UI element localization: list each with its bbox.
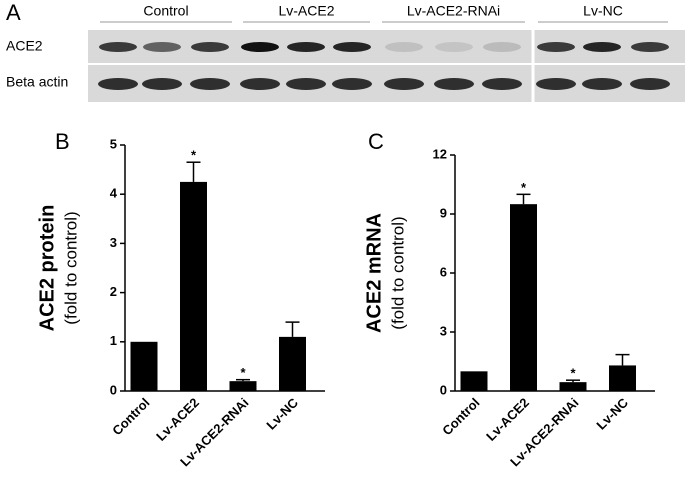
row-label: Beta actin — [6, 74, 68, 90]
group-label: Lv-NC — [583, 3, 623, 19]
blot-band — [583, 42, 621, 52]
bar — [279, 336, 306, 391]
bar — [609, 365, 636, 391]
blot-band — [142, 78, 182, 90]
panel-label: B — [55, 129, 70, 154]
row-label: ACE2 — [6, 38, 43, 54]
y-tick-label: 0 — [110, 382, 117, 397]
blot-band — [582, 78, 622, 90]
group-label: Control — [143, 3, 188, 19]
x-tick-label: Lv-NC — [593, 395, 631, 433]
blot-band — [241, 42, 279, 52]
blot-band — [99, 42, 137, 52]
blot-band — [483, 42, 521, 52]
bar — [559, 382, 587, 391]
significance-marker: * — [570, 366, 576, 381]
y-axis-title: ACE2 mRNA — [363, 213, 385, 333]
blot-band — [143, 42, 181, 52]
blot-band — [434, 78, 474, 90]
blot-band — [385, 42, 423, 52]
y-tick-label: 12 — [433, 146, 447, 161]
group-label: Lv-ACE2 — [278, 3, 334, 19]
blot-band — [333, 42, 371, 52]
blot-band — [537, 42, 575, 52]
panel-label: A — [6, 0, 21, 25]
significance-marker: * — [240, 365, 246, 380]
blot-band — [482, 78, 522, 90]
y-axis-subtitle: (fold to control) — [61, 211, 80, 324]
blot-band — [435, 42, 473, 52]
blot-band — [98, 78, 138, 90]
y-tick-label: 6 — [440, 264, 447, 279]
blot-band — [240, 78, 280, 90]
x-tick-label: Lv-ACE2 — [153, 395, 202, 444]
bar — [510, 204, 537, 391]
blot-band — [191, 42, 229, 52]
y-tick-label: 3 — [440, 323, 447, 338]
bar — [229, 381, 257, 391]
blot-band — [286, 78, 326, 90]
x-tick-label: Lv-ACE2 — [483, 395, 532, 444]
x-tick-label: Control — [439, 395, 482, 438]
bar — [180, 181, 207, 391]
x-tick-label: Control — [109, 395, 152, 438]
y-tick-label: 2 — [110, 284, 117, 299]
panel-label: C — [368, 129, 384, 154]
blot-band — [384, 78, 424, 90]
significance-marker: * — [521, 180, 527, 195]
y-tick-label: 3 — [110, 235, 117, 250]
group-label: Lv-ACE2-RNAi — [407, 3, 500, 19]
blot-background — [88, 30, 685, 102]
y-tick-label: 1 — [110, 333, 117, 348]
blot-band — [631, 42, 669, 52]
x-tick-label: Lv-NC — [263, 395, 301, 433]
blot-band — [630, 78, 670, 90]
y-tick-label: 4 — [110, 186, 118, 201]
blot-band — [332, 78, 372, 90]
bar — [130, 341, 158, 391]
blot-band — [536, 78, 576, 90]
blot-band — [287, 42, 325, 52]
y-tick-label: 0 — [440, 382, 447, 397]
bar — [460, 371, 488, 391]
significance-marker: * — [191, 148, 197, 163]
y-tick-label: 5 — [110, 136, 117, 151]
y-tick-label: 9 — [440, 205, 447, 220]
blot-band — [190, 78, 230, 90]
y-axis-title: ACE2 protein — [36, 205, 58, 332]
y-axis-subtitle: (fold to control) — [388, 216, 407, 329]
